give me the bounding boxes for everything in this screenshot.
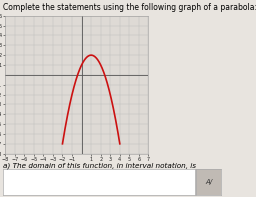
Text: a) The domain of this function, in interval notation, is: a) The domain of this function, in inter… xyxy=(3,163,196,169)
Text: Complete the statements using the following graph of a parabola:: Complete the statements using the follow… xyxy=(3,3,256,12)
Text: A/: A/ xyxy=(205,179,212,185)
